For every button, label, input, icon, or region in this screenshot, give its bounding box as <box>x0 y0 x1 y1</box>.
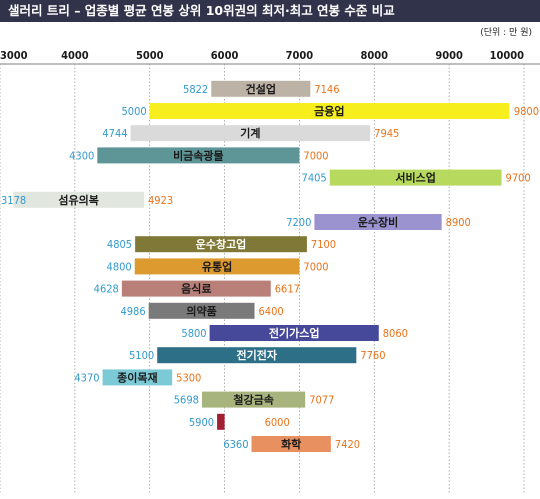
bar <box>134 258 300 275</box>
max-value-label: 7760 <box>360 349 385 362</box>
category-label: 건설업 <box>246 82 276 96</box>
category-label: 비금속광물 <box>173 148 224 162</box>
min-value-label: 5822 <box>183 83 208 96</box>
bar <box>211 80 311 97</box>
min-value-label: 5000 <box>122 105 147 118</box>
min-value-label: 5900 <box>189 416 214 429</box>
bar <box>217 413 225 430</box>
category-label: 철강금속 <box>233 393 273 407</box>
category-label: 운수장비 <box>358 215 398 229</box>
max-value-label: 8060 <box>383 327 408 340</box>
category-label: 유통업 <box>202 260 232 273</box>
category-label: 전기전자 <box>237 348 278 362</box>
min-value-label: 7405 <box>302 172 327 185</box>
category-label: 종이목재 <box>117 370 157 384</box>
category-label: 금융업 <box>314 105 344 118</box>
category-label: 서비스업 <box>395 171 435 185</box>
category-label: 의약품 <box>186 304 216 318</box>
max-value-label: 7945 <box>374 127 399 140</box>
min-value-label: 4986 <box>120 305 145 318</box>
bar <box>329 169 502 186</box>
min-value-label: 5100 <box>129 349 154 362</box>
min-value-label: 5800 <box>181 327 206 340</box>
min-value-label: 4805 <box>107 238 132 251</box>
max-value-label: 9700 <box>506 172 531 185</box>
max-value-label: 9800 <box>514 105 539 118</box>
bar <box>148 302 255 319</box>
category-label: 통신업 <box>228 415 258 429</box>
tick-label: 5000 <box>136 49 164 62</box>
min-value-label: 3178 <box>1 194 26 207</box>
max-value-label: 7146 <box>314 83 339 96</box>
min-value-label: 4800 <box>107 260 132 273</box>
bar <box>314 214 442 230</box>
bar <box>251 436 331 452</box>
max-value-label: 6400 <box>259 305 284 318</box>
max-value-label: 6000 <box>265 416 290 429</box>
max-value-label: 8900 <box>446 216 471 229</box>
category-label: 음식료 <box>181 282 211 296</box>
category-label: 운수창고업 <box>196 237 247 251</box>
chart-title: 샐러리 트리 – 업종별 평균 연봉 상위 10위권의 최저·최고 연봉 수준 … <box>0 0 540 22</box>
bar <box>13 191 144 208</box>
max-value-label: 7420 <box>335 438 360 451</box>
tick-label: 4000 <box>61 49 89 62</box>
unit-label: (단위 : 만 원) <box>480 28 532 38</box>
bar <box>97 147 300 164</box>
bar <box>201 391 306 408</box>
category-label: 섬유의복 <box>58 193 98 207</box>
min-value-label: 7200 <box>286 216 311 229</box>
min-value-label: 4370 <box>74 371 99 384</box>
tick-label: 7000 <box>286 49 314 62</box>
category-label: 기계 <box>240 126 260 140</box>
min-value-label: 5698 <box>174 394 199 407</box>
bar <box>209 325 379 341</box>
tick-label: 9000 <box>435 49 463 62</box>
min-value-label: 4300 <box>69 149 94 162</box>
bar <box>121 280 271 297</box>
max-value-label: 5300 <box>176 371 201 384</box>
tick-label: 10000 <box>490 49 525 62</box>
bar <box>157 347 357 364</box>
min-value-label: 6360 <box>223 438 248 451</box>
min-value-label: 4628 <box>94 283 119 296</box>
bar <box>102 369 173 386</box>
max-value-label: 6617 <box>275 283 300 296</box>
bar <box>135 236 307 253</box>
max-value-label: 7100 <box>311 238 336 251</box>
max-value-label: 7077 <box>309 394 334 407</box>
tick-label: 6000 <box>211 49 239 62</box>
max-value-label: 7000 <box>303 260 328 273</box>
category-label: 화학 <box>281 437 301 451</box>
min-value-label: 4744 <box>102 127 127 140</box>
max-value-label: 7000 <box>303 149 328 162</box>
max-value-label: 4923 <box>148 194 173 207</box>
tick-label: 8000 <box>361 49 389 62</box>
bar <box>149 103 510 119</box>
tick-label: 3000 <box>0 49 28 62</box>
category-label: 전기가스업 <box>269 326 320 340</box>
bar <box>130 125 371 142</box>
